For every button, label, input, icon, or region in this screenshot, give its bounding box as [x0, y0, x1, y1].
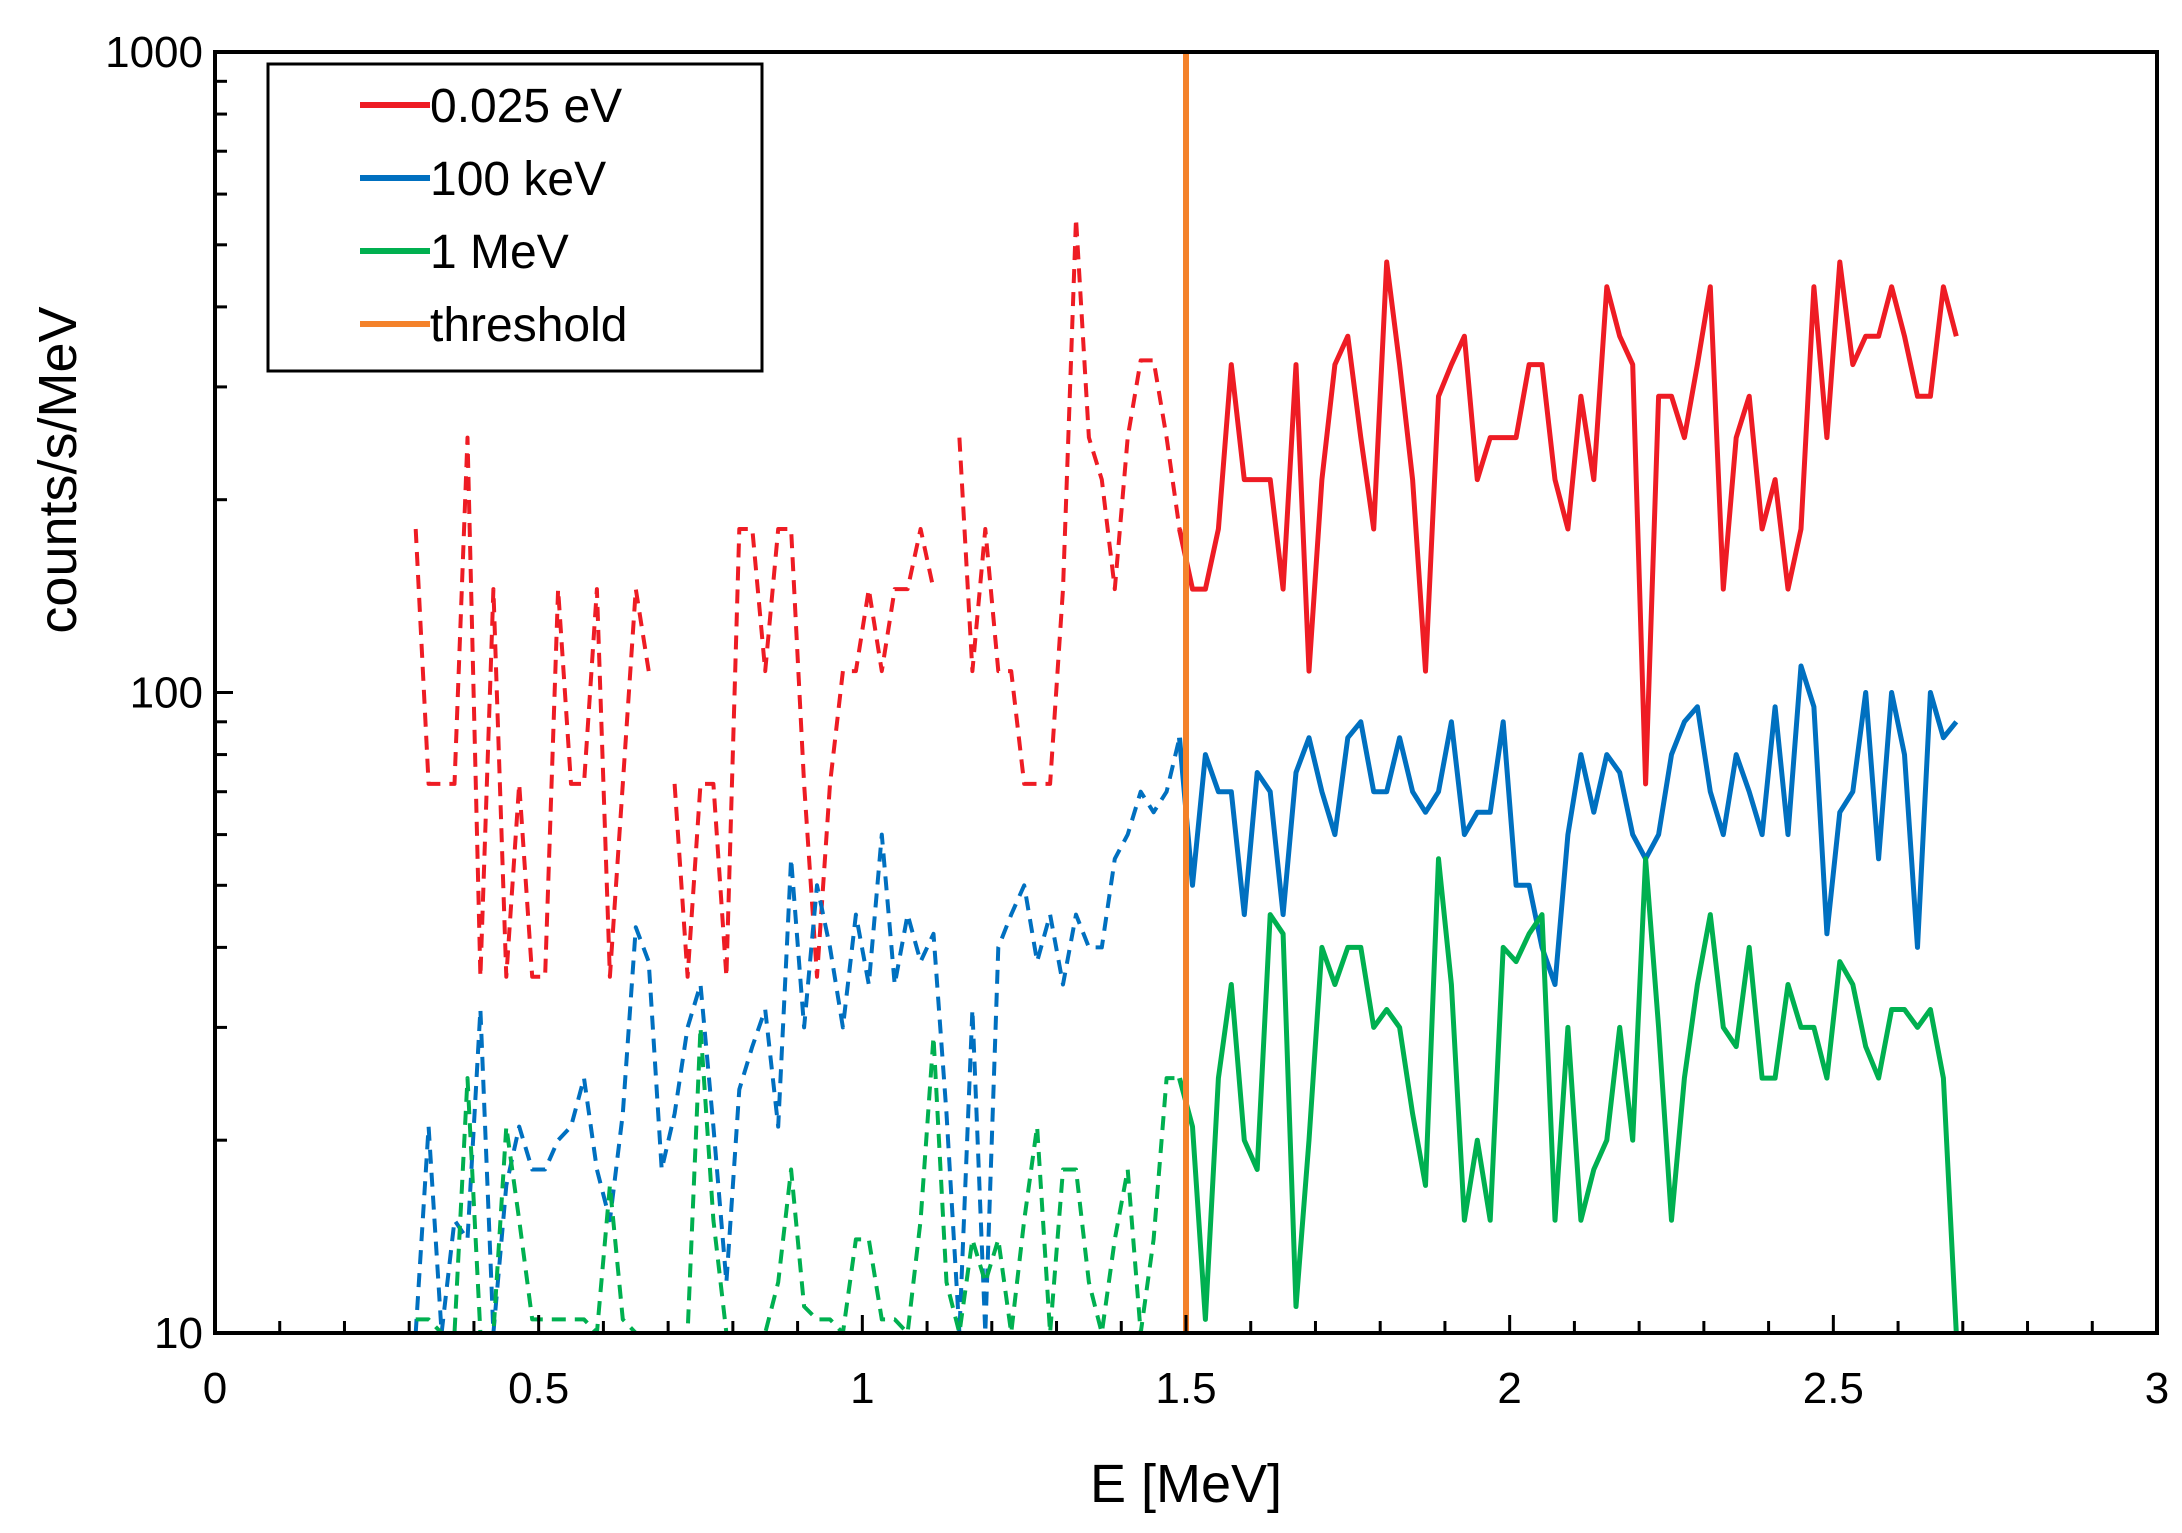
x-tick-label-0-5: 0.5 — [508, 1364, 569, 1413]
x-tick-label-1-5: 1.5 — [1155, 1364, 1216, 1413]
series-line-1-mev-below-threshold-0 — [415, 1025, 1180, 1335]
series-line-100-kev-below-threshold-0 — [413, 737, 1182, 1335]
y-axis-title: counts/s/MeV — [28, 306, 88, 633]
series-line-100-kev-above-threshold-1 — [1177, 663, 1959, 987]
legend: 0.025 eV 100 keV 1 MeV threshold — [266, 62, 764, 373]
x-tick-label-2: 2 — [1497, 1364, 1521, 1413]
x-tick-label-1: 1 — [850, 1364, 874, 1413]
y-axis-ticks: 10 100 1000 — [105, 28, 233, 1358]
y-tick-label-1000: 1000 — [105, 28, 203, 77]
x-tick-label-3: 3 — [2145, 1364, 2169, 1413]
y-tick-label-10: 10 — [154, 1309, 203, 1358]
series-line-1-mev-above-threshold-1 — [1177, 856, 1959, 1334]
series-line-0-025-ev-below-threshold-0 — [413, 435, 651, 979]
y-tick-label-100: 100 — [130, 669, 203, 718]
series-line-0-025-ev-above-threshold-3 — [1177, 259, 1959, 787]
legend-label-threshold: threshold — [430, 299, 627, 352]
x-tick-label-0: 0 — [203, 1364, 227, 1413]
series-layer — [413, 216, 1959, 1335]
legend-box — [266, 62, 764, 373]
series-line-0-025-ev-below-threshold-2 — [957, 216, 1182, 786]
series-line-0-025-ev-below-threshold-1 — [672, 527, 936, 979]
x-tick-label-2-5: 2.5 — [1803, 1364, 1864, 1413]
x-axis-ticks: 0 0.5 1 1.5 2 2.5 3 — [203, 1315, 2169, 1413]
legend-label-1-mev: 1 MeV — [430, 226, 569, 279]
legend-label-0-025-ev: 0.025 eV — [430, 80, 622, 133]
legend-label-100-kev: 100 keV — [430, 153, 606, 206]
x-axis-title: E [MeV] — [1090, 1454, 1282, 1514]
